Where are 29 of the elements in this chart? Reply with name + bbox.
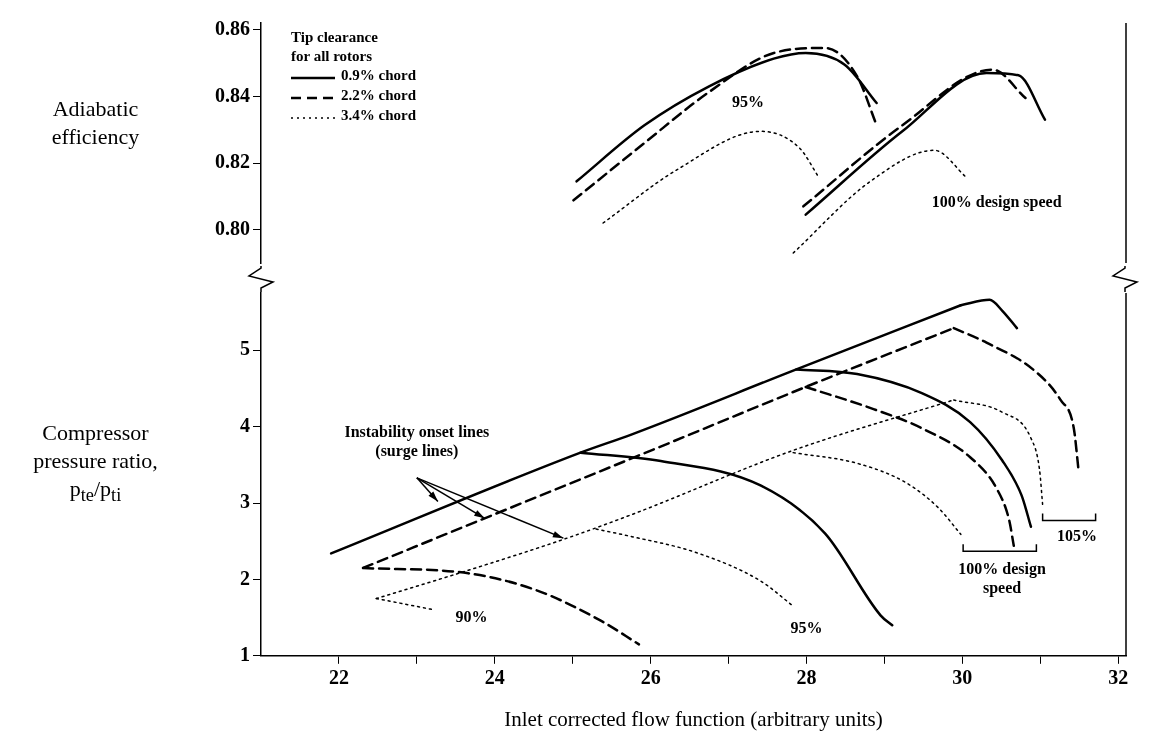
x-tick-label: 24 — [484, 665, 505, 688]
y-axis-title: Compressor pressure ratio, p$_{te}$/p$_{ti}$ — [32, 419, 159, 508]
annotation: 95% — [732, 93, 765, 111]
x-tick-label: 26 — [640, 665, 661, 688]
y-tick-label: 5 — [240, 337, 250, 360]
annotation: Instability onset lines (surge lines) — [344, 422, 490, 460]
annotation: 90% — [455, 607, 488, 625]
y-tick-label: 0.86 — [215, 16, 250, 39]
legend-label: 3.4% chord — [341, 107, 417, 124]
x-axis-title: Inlet corrected flow function (arbitrary units) — [504, 706, 883, 731]
annotation: 100% design speed — [931, 193, 1062, 212]
y-tick-label: 0.82 — [215, 150, 250, 173]
annotation: 95% — [790, 619, 823, 637]
x-tick-label: 22 — [328, 665, 349, 688]
x-tick-label: 28 — [796, 665, 817, 688]
legend-title: Tip clearance for all rotors — [291, 29, 379, 65]
y-tick-label: 4 — [240, 413, 250, 436]
x-tick-label: 30 — [952, 665, 973, 688]
annotation: 105% — [1056, 526, 1097, 544]
y-tick-label: 3 — [240, 490, 250, 513]
y-tick-label: 2 — [240, 566, 250, 589]
y-axis-title: Adiabatic efficiency — [50, 95, 141, 151]
y-tick-label: 0.80 — [215, 216, 250, 239]
legend-label: 2.2% chord — [341, 87, 417, 104]
legend-label: 0.9% chord — [341, 67, 417, 84]
y-tick-label: 0.84 — [215, 83, 250, 106]
x-tick-label: 32 — [1108, 665, 1129, 688]
y-tick-label: 1 — [240, 642, 250, 665]
annotation: 100% design speed — [958, 560, 1046, 598]
